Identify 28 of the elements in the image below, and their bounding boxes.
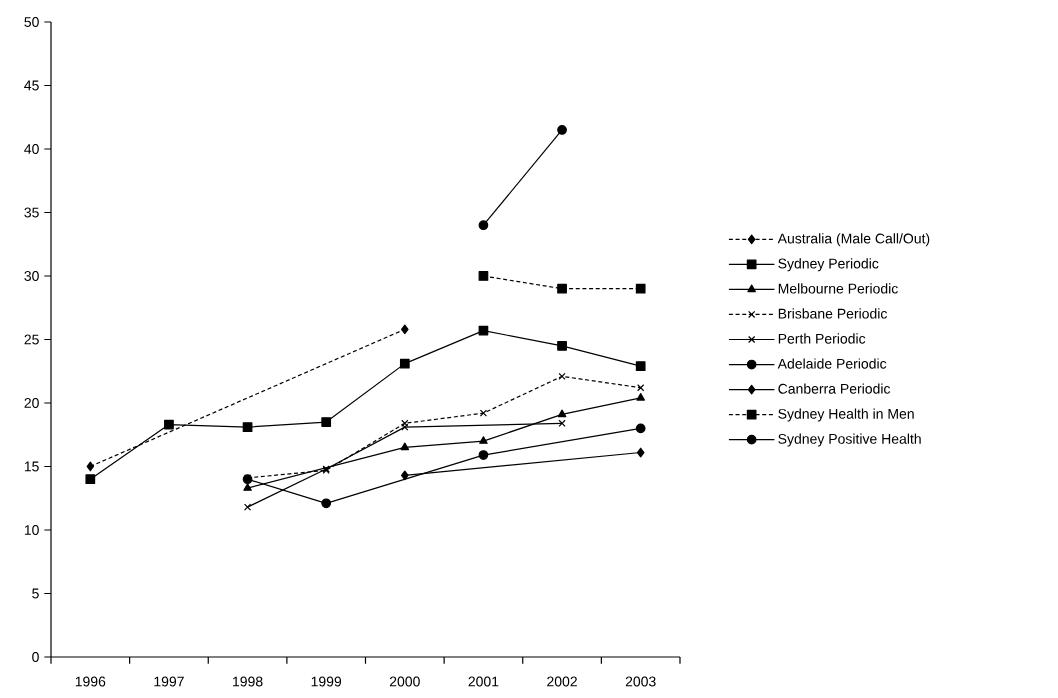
x-tick-label: 2002	[547, 676, 577, 687]
legend-label: Sydney Periodic	[778, 258, 879, 272]
y-tick-label: 20	[24, 398, 39, 408]
x-tick-label: 1996	[75, 676, 106, 687]
legend-label: Sydney Positive Health	[778, 433, 921, 447]
y-tick-label: 0	[32, 652, 39, 662]
x-tick-label: 2003	[625, 676, 656, 687]
y-tick-label: 40	[24, 144, 39, 154]
y-tick-label: 25	[24, 334, 39, 345]
x-tick-label: 2001	[468, 676, 499, 687]
y-tick-label: 30	[24, 271, 39, 281]
x-tick-label: 2000	[389, 676, 420, 687]
y-tick-label: 10	[24, 525, 39, 535]
y-tick-label: 35	[24, 207, 39, 218]
legend-label: Canberra Periodic	[778, 383, 891, 394]
legend-label: Melbourne Periodic	[778, 283, 898, 294]
legend-label: Australia (Male Call/Out)	[777, 233, 930, 247]
y-tick-label: 50	[24, 17, 39, 27]
legend-label: Brisbane Periodic	[778, 308, 887, 319]
y-tick-label: 15	[24, 461, 39, 472]
legend-label: Sydney Health in Men	[778, 408, 914, 422]
legend-label: Adelaide Periodic	[777, 358, 887, 369]
legend-label: Perth Periodic	[778, 333, 866, 344]
x-tick-label: 1997	[154, 676, 184, 687]
y-tick-label: 5	[32, 588, 39, 599]
x-tick-label: 1998	[233, 676, 263, 687]
x-tick-label: 1999	[311, 676, 342, 687]
y-tick-label: 45	[24, 80, 39, 91]
